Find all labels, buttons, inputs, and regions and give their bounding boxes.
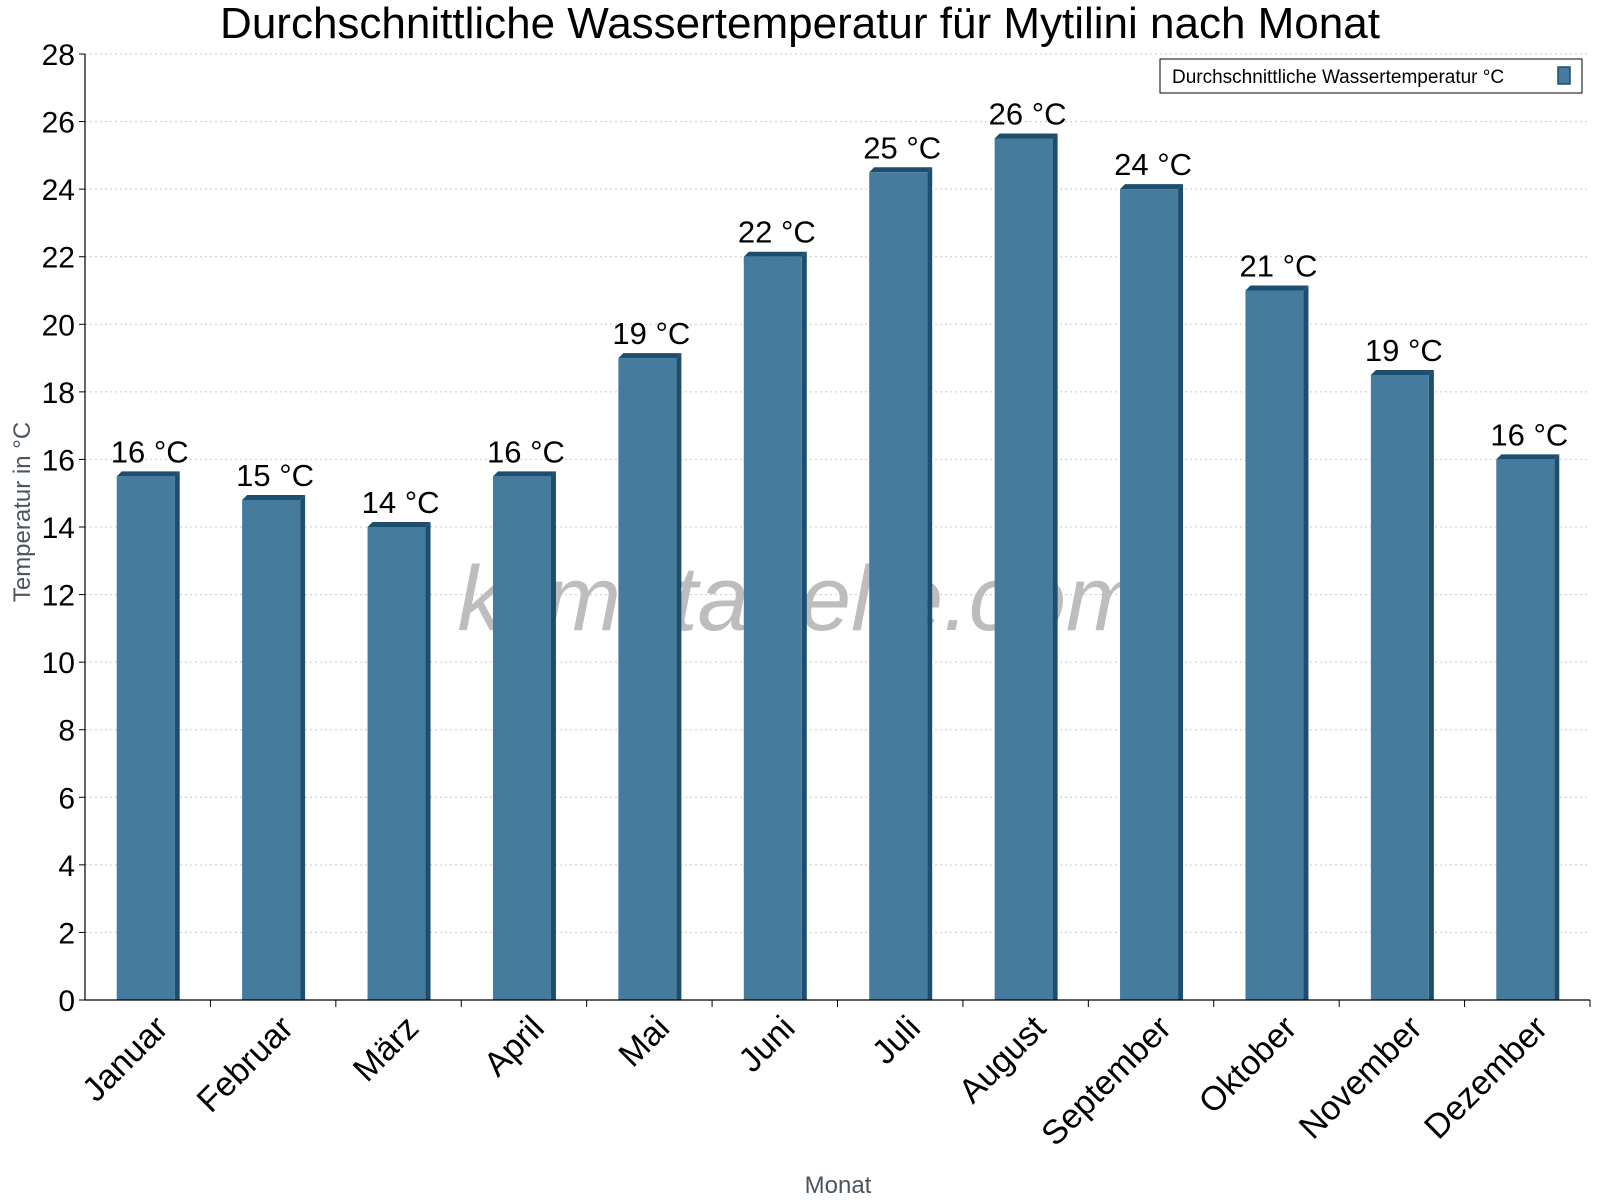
- bar-top: [242, 494, 306, 500]
- data-label: 16 °C: [487, 434, 565, 469]
- bar-side: [801, 251, 807, 1000]
- y-tick-label: 2: [58, 917, 75, 950]
- x-axis-label: Monat: [805, 1172, 872, 1199]
- bar-front: [1245, 290, 1304, 1000]
- bar-9: [1120, 184, 1184, 1001]
- bar-side: [1303, 285, 1309, 1000]
- bar-side: [1052, 133, 1058, 1000]
- bar-top: [743, 251, 807, 257]
- legend: Durchschnittliche Wassertemperatur °C: [1159, 58, 1583, 94]
- bar-top: [1120, 184, 1184, 190]
- bar-8: [994, 133, 1058, 1000]
- y-tick-label: 22: [42, 242, 75, 275]
- bar-1: [116, 471, 180, 1001]
- bar-2: [242, 494, 306, 1000]
- bar-top: [367, 522, 431, 527]
- y-tick-label: 12: [42, 580, 75, 613]
- bar-front: [242, 499, 301, 1000]
- bar-side: [1178, 184, 1184, 1001]
- x-tick-label: August: [952, 1008, 1054, 1110]
- legend-swatch: [1557, 66, 1571, 85]
- bars: 16 °C 15 °C 14 °C 16 °C 19 °C 22 °C 25 °C 26 °C…: [111, 96, 1568, 1001]
- data-label: 16 °C: [111, 434, 189, 469]
- x-tick-label: September: [1034, 1009, 1178, 1153]
- y-tick-label: 10: [42, 647, 75, 680]
- y-tick-label: 4: [58, 850, 75, 883]
- bar-top: [492, 471, 556, 477]
- y-axis-label: Temperatur in °C: [9, 422, 36, 602]
- x-tick-label: Juli: [865, 1009, 928, 1072]
- grid: [85, 53, 1590, 933]
- bar-front: [618, 358, 677, 1001]
- y-tick-label: 14: [42, 512, 75, 545]
- bar-side: [1428, 369, 1434, 1000]
- legend-label: Durchschnittliche Wassertemperatur °C: [1172, 67, 1504, 88]
- bar-front: [367, 527, 426, 1000]
- data-label: 19 °C: [612, 316, 690, 351]
- bar-10: [1245, 285, 1309, 1000]
- bar-front: [1370, 374, 1429, 1000]
- bar-5: [618, 353, 682, 1001]
- bar-side: [550, 471, 556, 1001]
- bar-front: [1496, 459, 1555, 1000]
- bar-top: [869, 167, 933, 173]
- data-label: 26 °C: [989, 96, 1067, 131]
- data-label: 21 °C: [1240, 249, 1318, 284]
- bar-7: [869, 167, 933, 1000]
- y-tick-label: 0: [58, 985, 75, 1018]
- data-label: 16 °C: [1490, 417, 1568, 452]
- x-tick-label: Januar: [75, 1009, 175, 1109]
- y-tick-label: 6: [58, 782, 75, 815]
- x-tick-label: Dezember: [1417, 1009, 1555, 1147]
- y-tick-label: 8: [58, 715, 75, 748]
- bar-3: [367, 522, 431, 1000]
- data-label: 25 °C: [863, 130, 941, 165]
- data-label: 15 °C: [236, 458, 314, 493]
- x-tick-label: Februar: [190, 1009, 301, 1120]
- y-tick-label: 18: [42, 377, 75, 410]
- bar-12: [1496, 454, 1560, 1000]
- x-tick-label: April: [477, 1009, 552, 1084]
- bar-front: [743, 256, 802, 1000]
- bar-6: [743, 251, 807, 1000]
- bar-front: [994, 138, 1053, 1000]
- bar-top: [116, 471, 180, 477]
- bar-top: [1370, 369, 1434, 375]
- data-label: 14 °C: [362, 485, 440, 520]
- bar-top: [994, 133, 1058, 139]
- chart-title: Durchschnittliche Wassertemperatur für M…: [220, 0, 1380, 48]
- bar-front: [492, 476, 551, 1001]
- data-label: 22 °C: [738, 215, 816, 250]
- bar-side: [1554, 454, 1560, 1000]
- legend-box: [1159, 58, 1583, 94]
- bar-front: [869, 172, 928, 1000]
- data-label: 24 °C: [1114, 147, 1192, 182]
- x-tick-label: März: [346, 1009, 426, 1089]
- bar-front: [116, 476, 175, 1001]
- y-tick-label: 16: [42, 444, 75, 477]
- x-tick-label: November: [1292, 1009, 1430, 1147]
- x-tick-label: Oktober: [1192, 1009, 1304, 1121]
- x-tick-label: Mai: [611, 1009, 677, 1075]
- data-label: 19 °C: [1365, 333, 1443, 368]
- bar-top: [1245, 285, 1309, 291]
- bar-front: [1120, 189, 1179, 1001]
- y-tick-label: 28: [42, 39, 75, 72]
- bar-side: [676, 353, 682, 1001]
- bar-side: [174, 471, 180, 1001]
- y-tick-label: 26: [42, 107, 75, 140]
- bar-side: [300, 494, 306, 1000]
- bar-top: [1496, 454, 1560, 460]
- bar-side: [425, 522, 431, 1000]
- x-tick-label: Juni: [731, 1009, 802, 1080]
- y-tick-label: 24: [42, 174, 75, 207]
- bar-4: [492, 471, 556, 1001]
- bar-top: [618, 353, 682, 359]
- y-tick-label: 20: [42, 309, 75, 342]
- bar-side: [927, 167, 933, 1000]
- bar-11: [1370, 369, 1434, 1000]
